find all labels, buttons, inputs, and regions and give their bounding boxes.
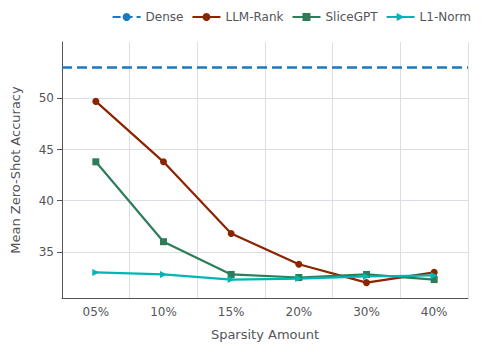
svg-text:40: 40	[39, 194, 54, 208]
svg-text:L1-Norm: L1-Norm	[420, 10, 471, 24]
svg-text:Mean Zero-Shot Accuracy: Mean Zero-Shot Accuracy	[8, 86, 23, 254]
svg-text:LLM-Rank: LLM-Rank	[225, 10, 283, 24]
svg-text:Sparsity Amount: Sparsity Amount	[211, 327, 319, 342]
svg-text:Dense: Dense	[146, 10, 184, 24]
svg-text:30%: 30%	[353, 305, 380, 319]
svg-text:45: 45	[39, 143, 54, 157]
svg-text:10%: 10%	[150, 305, 177, 319]
svg-text:20%: 20%	[285, 305, 312, 319]
svg-text:50: 50	[39, 91, 54, 105]
svg-text:15%: 15%	[218, 305, 245, 319]
svg-text:35: 35	[39, 245, 54, 259]
svg-text:SliceGPT: SliceGPT	[325, 10, 378, 24]
svg-text:40%: 40%	[421, 305, 448, 319]
svg-text:05%: 05%	[82, 305, 109, 319]
